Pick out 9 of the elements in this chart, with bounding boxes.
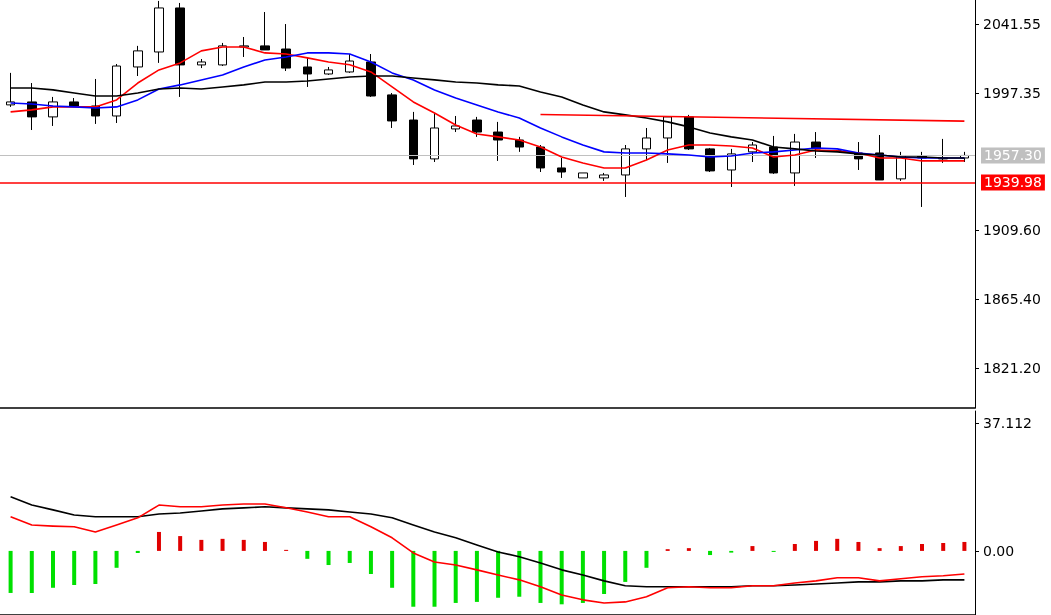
- y-tick-label: 1997.35: [983, 84, 1041, 101]
- ref-line-label: 1939.98: [984, 174, 1042, 191]
- y-tick-label: 37.112: [983, 415, 1032, 432]
- y-tick-label: 1821.20: [983, 359, 1041, 376]
- ref-line-label: 1957.30: [984, 147, 1042, 164]
- y-tick-label: 2041.55: [983, 15, 1041, 32]
- y-tick-label: 1909.60: [983, 221, 1041, 238]
- y-tick-label: 1865.40: [983, 290, 1041, 307]
- y-tick-label: 0.00: [983, 542, 1015, 559]
